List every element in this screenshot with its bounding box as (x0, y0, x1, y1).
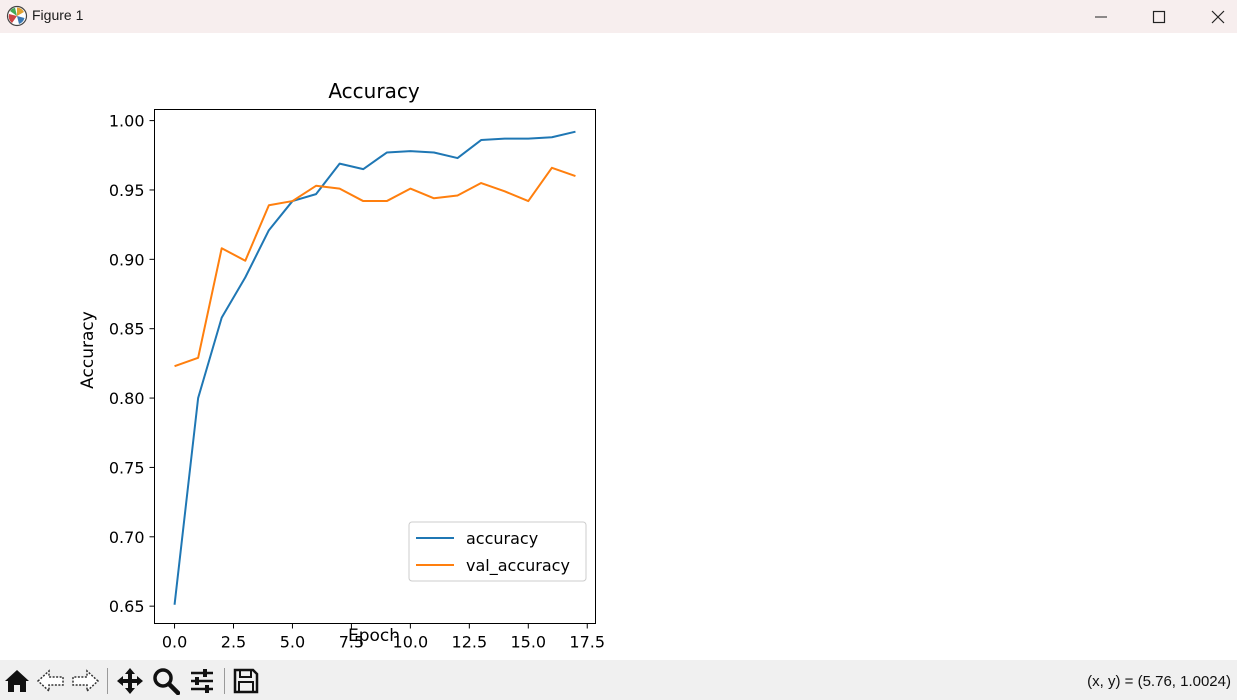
x-tick-label: 15.0 (510, 633, 546, 652)
series-line-val-accuracy (174, 166, 576, 368)
y-tick-label: 0.90 (109, 250, 145, 269)
y-axis-label: Accuracy (78, 311, 98, 389)
pan-button[interactable] (115, 667, 145, 695)
toolbar-separator (224, 668, 225, 694)
x-tick-label: 17.5 (569, 633, 605, 652)
accuracy-chart: Accuracy 0.0 2.5 5.0 7.5 10.0 12.5 15.0 17.5 0.6… (78, 79, 605, 652)
x-tick-label: 10.0 (393, 633, 429, 652)
home-icon (5, 670, 29, 692)
back-arrow-icon (36, 669, 64, 693)
maximize-button[interactable] (1130, 0, 1188, 33)
legend-box (408, 521, 587, 582)
y-tick-label: 1.00 (109, 112, 145, 131)
x-tick-label: 7.5 (339, 633, 364, 652)
save-button[interactable] (231, 667, 261, 695)
x-tick-label: 5.0 (280, 633, 305, 652)
x-tick-label: 12.5 (452, 633, 488, 652)
home-button[interactable] (2, 667, 32, 695)
legend-entry: val_accuracy (466, 556, 570, 576)
y-tick-label: 0.80 (109, 389, 145, 408)
x-tick-label: 0.0 (162, 633, 187, 652)
y-tick-label: 0.85 (109, 320, 145, 339)
window-titlebar: Figure 1 (0, 0, 1237, 33)
legend-entry: accuracy (466, 529, 538, 548)
forward-arrow-icon (72, 669, 100, 693)
figure-canvas[interactable]: Accuracy 0.0 2.5 5.0 7.5 10.0 12.5 15.0 17.5 0.6… (0, 33, 1237, 660)
close-icon (1211, 10, 1225, 23)
matplotlib-icon (6, 5, 28, 27)
pan-icon (117, 668, 143, 694)
maximize-icon (1152, 10, 1166, 23)
chart-title: Accuracy (328, 79, 419, 103)
close-button[interactable] (1189, 0, 1237, 33)
window-title: Figure 1 (32, 7, 84, 23)
axes-frame (154, 109, 596, 624)
minimize-icon (1095, 16, 1107, 17)
minimize-button[interactable] (1072, 0, 1130, 33)
x-tick-label: 2.5 (221, 633, 246, 652)
toolbar-separator (107, 668, 108, 694)
y-tick-label: 0.95 (109, 181, 145, 200)
y-tick-label: 0.65 (109, 597, 145, 616)
configure-subplots-icon (191, 669, 213, 693)
coordinate-readout: (x, y) = (5.76, 1.0024) (1087, 673, 1231, 690)
back-button[interactable] (36, 667, 66, 695)
x-axis-label: Epoch (348, 626, 400, 646)
y-tick-label: 0.70 (109, 528, 145, 547)
configure-subplots-button[interactable] (187, 667, 217, 695)
zoom-button[interactable] (151, 667, 181, 695)
legend: accuracy val_accuracy (408, 521, 587, 582)
series-line-accuracy (173, 130, 576, 605)
save-icon (233, 668, 259, 694)
zoom-icon (153, 668, 180, 695)
y-tick-label: 0.75 (109, 458, 145, 477)
navigation-toolbar: (x, y) = (5.76, 1.0024) (0, 660, 1237, 700)
forward-button[interactable] (70, 667, 100, 695)
